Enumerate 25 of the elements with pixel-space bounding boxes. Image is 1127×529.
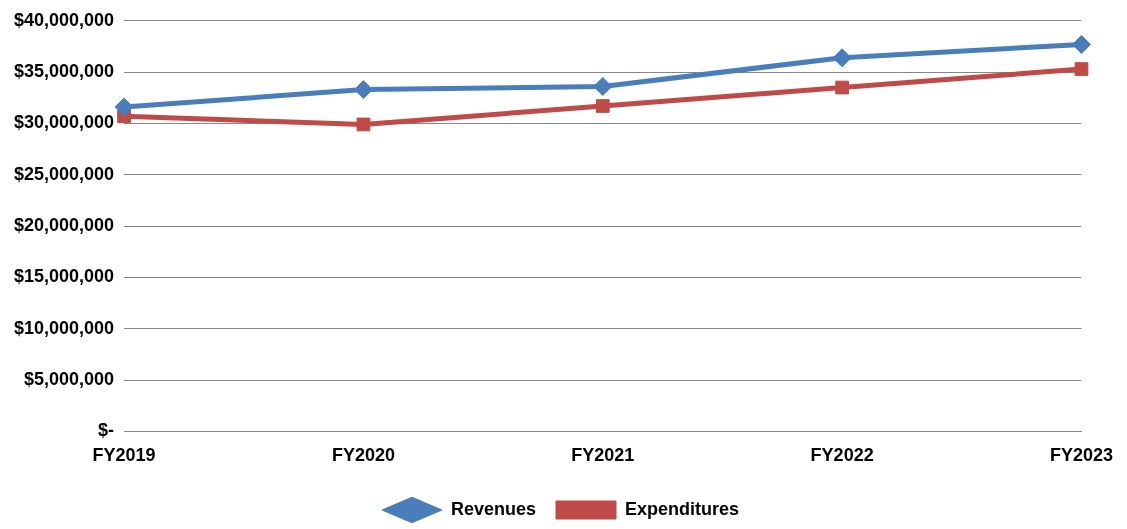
y-tick-label: $10,000,000 xyxy=(13,317,115,338)
x-tick-label: FY2019 xyxy=(92,445,156,466)
point xyxy=(835,80,849,95)
y-tick-label: $15,000,000 xyxy=(13,266,115,287)
x-tick-label: FY2021 xyxy=(571,445,635,466)
legend-label: Revenues xyxy=(450,498,537,519)
point xyxy=(1074,62,1089,76)
y-tick-label: $25,000,000 xyxy=(13,163,115,184)
point xyxy=(353,80,373,100)
point xyxy=(114,97,134,117)
legend-label: Expenditures xyxy=(625,498,740,519)
point xyxy=(356,117,371,132)
x-tick-label: FY2023 xyxy=(1049,445,1113,466)
y-tick-label: $40,000,000 xyxy=(13,9,115,30)
point xyxy=(1071,34,1091,54)
y-tick-label: $- xyxy=(98,420,115,441)
y-tick-label: $5,000,000 xyxy=(24,369,115,390)
point xyxy=(832,48,852,68)
y-tick-label: $35,000,000 xyxy=(13,61,115,82)
x-tick-label: FY2022 xyxy=(810,445,874,466)
point xyxy=(593,77,613,96)
y-tick-label: $20,000,000 xyxy=(13,215,115,236)
x-tick-label: FY2020 xyxy=(331,445,395,466)
y-tick-label: $30,000,000 xyxy=(13,112,115,133)
point xyxy=(595,99,610,113)
